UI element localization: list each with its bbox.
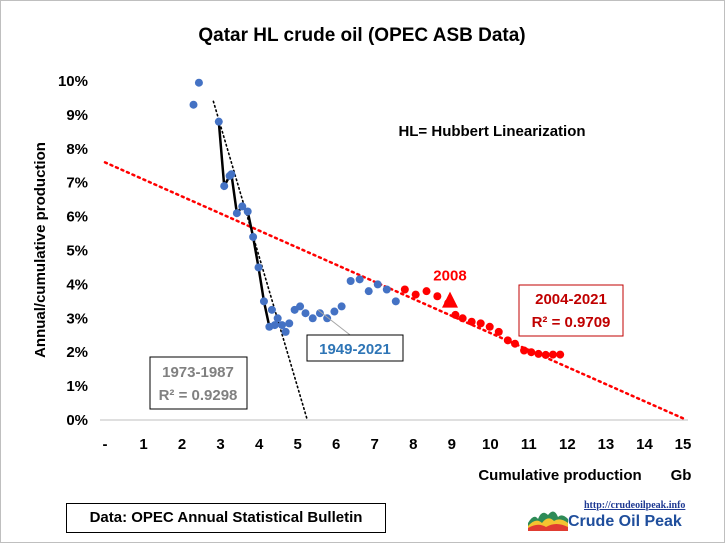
data-point-1949-2021 xyxy=(232,209,241,218)
data-point-1949-2021 xyxy=(364,287,373,296)
data-point-1949-2021 xyxy=(285,319,294,328)
y-tick-label: 2% xyxy=(66,344,88,361)
y-axis-label: Annual/cumulative production xyxy=(32,142,49,358)
data-point-2004-2021 xyxy=(527,348,536,357)
x-tick-label: 13 xyxy=(598,436,615,453)
data-point-2004-2021 xyxy=(411,290,420,299)
trendline-2004-2021 xyxy=(103,161,685,420)
y-tick-label: 1% xyxy=(66,378,88,395)
blue-box-label: 1949-2021 xyxy=(319,341,391,358)
data-point-1949-2021 xyxy=(214,117,223,126)
data-point-2004-2021 xyxy=(548,350,557,359)
data-point-2004-2021 xyxy=(534,349,543,358)
red-fit-box-r2: R² = 0.9709 xyxy=(532,314,611,331)
data-point-1949-2021 xyxy=(296,302,305,311)
red-fit-box xyxy=(518,284,624,337)
x-tick-label: 6 xyxy=(332,436,340,453)
y-tick-label: 10% xyxy=(58,73,88,90)
x-tick-label: 7 xyxy=(371,436,379,453)
data-point-1949-2021 xyxy=(308,314,317,323)
data-point-1949-2021 xyxy=(391,297,400,306)
y-tick-label: 8% xyxy=(66,141,88,158)
x-tick-label: 5 xyxy=(293,436,301,453)
data-point-2004-2021 xyxy=(400,285,409,294)
x-tick-label: 9 xyxy=(448,436,456,453)
x-tick-label: 1 xyxy=(139,436,147,453)
data-point-2004-2021 xyxy=(422,287,431,296)
data-point-2004-2021 xyxy=(511,339,520,348)
data-point-2004-2021 xyxy=(476,319,485,328)
x-tick-label: 8 xyxy=(409,436,417,453)
data-point-1949-2021 xyxy=(330,307,339,316)
y-tick-label: 7% xyxy=(66,175,88,192)
data-point-1949-2021 xyxy=(323,314,332,323)
source-note: Data: OPEC Annual Statistical Bulletin xyxy=(66,503,386,533)
highlight-year-label: 2008 xyxy=(433,268,466,285)
data-point-1949-2021 xyxy=(259,297,268,306)
data-point-2004-2021 xyxy=(485,322,494,331)
data-point-2004-2021 xyxy=(451,310,460,319)
x-tick-label: 15 xyxy=(675,436,692,453)
y-tick-label: 9% xyxy=(66,107,88,124)
gray-fit-box xyxy=(149,356,248,410)
x-tick-label: 14 xyxy=(636,436,653,453)
data-point-2004-2021 xyxy=(556,350,565,359)
data-point-1949-2021 xyxy=(301,309,310,318)
trendline-1973-1987 xyxy=(212,100,309,421)
data-point-1949-2021 xyxy=(273,314,282,323)
data-point-1949-2021 xyxy=(189,100,198,109)
data-point-2004-2021 xyxy=(503,336,512,345)
data-point-2004-2021 xyxy=(467,317,476,326)
data-point-1949-2021 xyxy=(337,302,346,311)
x-tick-label: 10 xyxy=(482,436,499,453)
highlight-triangle-marker xyxy=(441,291,458,308)
data-point-1949-2021 xyxy=(238,202,247,211)
data-point-1949-2021 xyxy=(315,309,324,318)
hl-note: HL= Hubbert Linearization xyxy=(398,123,585,140)
gray-fit-box-title: 1973-1987 xyxy=(162,364,234,381)
red-fit-box-title: 2004-2021 xyxy=(535,291,607,308)
data-point-1949-2021 xyxy=(278,321,287,330)
blue-box xyxy=(306,334,404,362)
x-axis-label: Cumulative production xyxy=(478,467,641,484)
data-point-2004-2021 xyxy=(541,350,550,359)
data-point-1949-2021 xyxy=(249,232,258,241)
data-point-1949-2021 xyxy=(382,285,391,294)
data-point-1949-2021 xyxy=(270,321,279,330)
data-point-1949-2021 xyxy=(267,305,276,314)
gray-fit-box-r2: R² = 0.9298 xyxy=(159,387,238,404)
data-point-2004-2021 xyxy=(458,314,467,323)
data-point-1949-2021 xyxy=(194,78,203,87)
data-point-2004-2021 xyxy=(433,292,442,301)
y-tick-label: 4% xyxy=(66,276,88,293)
data-point-1949-2021 xyxy=(243,207,252,216)
x-tick-label: 11 xyxy=(521,436,537,453)
data-point-1949-2021 xyxy=(355,275,364,284)
chart-title: Qatar HL crude oil (OPEC ASB Data) xyxy=(198,25,525,46)
data-point-1949-2021 xyxy=(346,277,355,286)
x-tick-label: 12 xyxy=(559,436,576,453)
x-tick-label: 2 xyxy=(178,436,186,453)
data-point-1949-2021 xyxy=(281,327,290,336)
data-point-2004-2021 xyxy=(520,346,529,355)
logo-wave-icon xyxy=(528,511,568,531)
decline-connector-line xyxy=(217,121,276,329)
x-tick-label: - xyxy=(103,436,108,453)
data-point-1949-2021 xyxy=(254,263,263,272)
x-tick-label: 4 xyxy=(255,436,264,453)
x-tick-label: 3 xyxy=(216,436,224,453)
logo-name: Crude Oil Peak xyxy=(568,513,682,530)
y-tick-label: 6% xyxy=(66,209,88,226)
logo-url[interactable]: http://crudeoilpeak.info xyxy=(584,500,686,511)
data-point-1949-2021 xyxy=(227,170,236,179)
blue-box-leader xyxy=(317,309,355,339)
y-tick-label: 3% xyxy=(66,310,88,327)
data-point-2004-2021 xyxy=(494,327,503,336)
data-point-1949-2021 xyxy=(220,182,229,191)
y-tick-label: 0% xyxy=(66,412,88,429)
y-tick-label: 5% xyxy=(66,243,88,260)
data-point-1949-2021 xyxy=(373,280,382,289)
x-axis-unit: Gb xyxy=(671,467,692,484)
